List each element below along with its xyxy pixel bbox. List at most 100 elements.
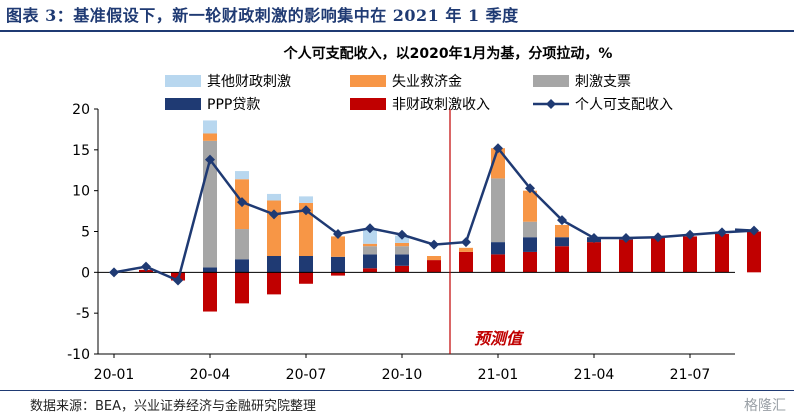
bar-segment [267, 193, 281, 201]
income-line-marker [429, 239, 439, 250]
bar-segment [651, 238, 665, 273]
bar-segment [299, 202, 313, 256]
income-line-marker [685, 229, 695, 240]
bar-segment [395, 242, 409, 247]
watermark: 格隆汇 [744, 398, 786, 414]
bar-segment [427, 260, 441, 273]
bar-segment [299, 272, 313, 284]
income-line-marker [269, 209, 279, 220]
legend-swatch [350, 98, 386, 110]
bar-segment [363, 246, 377, 255]
bar-segment [235, 272, 249, 304]
income-line-marker [109, 267, 119, 278]
bar-segment [203, 272, 217, 312]
income-line-marker [525, 183, 535, 194]
bar-segment [363, 243, 377, 247]
bar-segment [203, 120, 217, 134]
bar-segment [395, 254, 409, 266]
x-tick-label: 21-01 [478, 367, 519, 383]
income-line-marker [301, 205, 311, 216]
income-line-marker [397, 229, 407, 240]
y-tick-label: 15 [72, 143, 90, 159]
bar-segment [459, 251, 473, 273]
legend-swatch [350, 75, 386, 87]
income-line [109, 143, 759, 286]
income-line-marker [589, 233, 599, 244]
bar-segment [555, 246, 569, 273]
legend-label: 刺激支票 [575, 73, 631, 90]
x-axis: 20-01 20-04 20-07 20-10 21-01 21-04 21-07 [94, 353, 735, 383]
income-line-marker [621, 233, 631, 244]
x-tick-label: 20-04 [190, 367, 231, 383]
bar-segment [363, 268, 377, 273]
bar-segment [331, 256, 345, 273]
y-axis: 20 15 10 5 0 -5 -10 [67, 102, 99, 363]
bar-segment [491, 254, 505, 273]
y-tick-label: -10 [67, 347, 90, 363]
bar-segment [491, 178, 505, 243]
x-tick-label: 20-10 [382, 367, 423, 383]
bar-segment [299, 256, 313, 273]
income-line-marker [653, 232, 663, 243]
bar-segment [555, 224, 569, 238]
income-line-marker [461, 237, 471, 248]
bar-segment [203, 133, 217, 141]
bar-segment [235, 171, 249, 180]
x-tick-label: 21-04 [574, 367, 615, 383]
y-tick-label: 10 [72, 184, 90, 200]
legend-swatch [533, 75, 569, 87]
legend-label: 个人可支配收入 [575, 97, 673, 113]
bar-segment [203, 267, 217, 273]
bar-segment [747, 231, 761, 273]
y-tick-label: 20 [72, 102, 90, 118]
chart: 个人可支配收入，以2020年1月为基，分项拉动，% 其他财政刺激 失业救济金 刺激支… [67, 45, 761, 383]
income-line-marker [141, 261, 151, 272]
income-line-marker [173, 275, 183, 286]
legend-line-marker [546, 99, 556, 109]
bar-segment [267, 272, 281, 295]
source-note: 数据来源：BEA，兴业证券经济与金融研究院整理 [30, 399, 317, 414]
bar-segment [587, 242, 601, 273]
bar-segment [267, 200, 281, 256]
bar-segment [619, 239, 633, 273]
y-tick-label: 5 [81, 225, 90, 241]
footer-rule [0, 390, 794, 391]
title-rule [0, 30, 794, 32]
legend-label: PPP贷款 [207, 97, 260, 113]
x-tick-label: 20-07 [286, 367, 327, 383]
legend-swatch [165, 75, 201, 87]
bar-segment [299, 196, 313, 203]
income-line-marker [205, 154, 215, 165]
legend-label: 其他财政刺激 [207, 73, 291, 90]
income-line-marker [333, 228, 343, 239]
income-line-path [113, 145, 755, 283]
bar-segment [235, 229, 249, 260]
bar-segment [235, 259, 249, 273]
income-line-marker [557, 215, 567, 226]
bar-segment [523, 221, 537, 238]
y-tick-label: 0 [81, 265, 90, 281]
bar-segment [555, 237, 569, 247]
bar-segment [715, 233, 729, 273]
bar-segment [267, 256, 281, 273]
legend-swatch [165, 98, 201, 110]
bar-segment [331, 236, 345, 257]
income-line-marker [237, 197, 247, 208]
figure-title: 图表 3：基准假设下，新一轮财政刺激的影响集中在 2021 年 1 季度 [6, 6, 519, 25]
x-tick-label: 21-07 [670, 367, 711, 383]
bar-segment [523, 251, 537, 273]
bar-segment [395, 246, 409, 255]
bar-segment [363, 254, 377, 269]
bar-segment [395, 265, 409, 273]
income-line-marker [749, 225, 759, 236]
y-tick-label: -5 [76, 306, 90, 322]
forecast-label: 预测值 [474, 329, 525, 348]
legend-label: 失业救济金 [392, 74, 462, 90]
income-line-marker [365, 223, 375, 234]
income-line-marker [717, 227, 727, 238]
bar-segment [331, 272, 345, 276]
x-tick-label: 20-01 [94, 367, 135, 383]
bar-segment [523, 237, 537, 252]
bar-segment [459, 247, 473, 252]
chart-title: 个人可支配收入，以2020年1月为基，分项拉动，% [283, 45, 613, 62]
